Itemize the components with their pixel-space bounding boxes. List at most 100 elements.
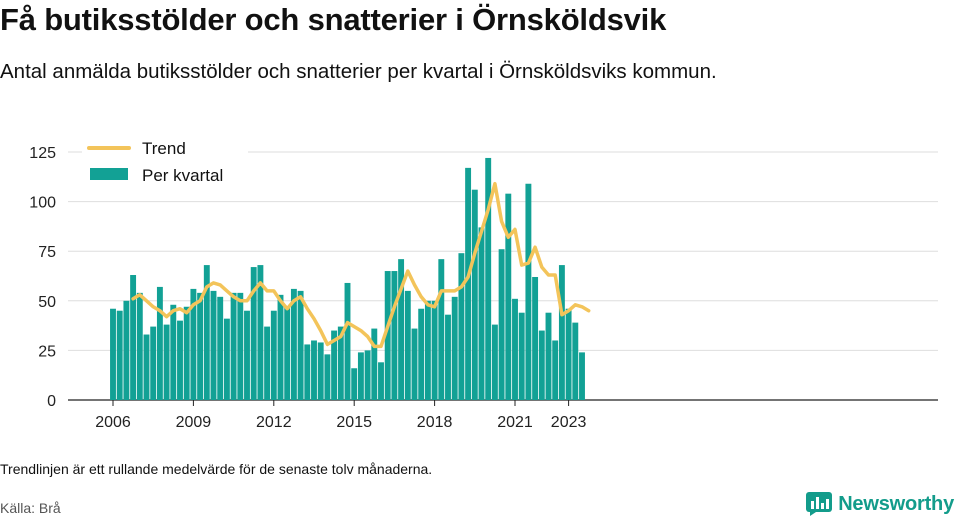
bar — [284, 306, 291, 400]
legend-bar-swatch — [90, 168, 128, 180]
source-credit: Källa: Brå — [0, 500, 61, 516]
bar-series — [110, 157, 585, 400]
bar — [545, 312, 552, 400]
legend-background — [82, 134, 248, 192]
bar — [465, 167, 472, 400]
bar — [538, 330, 545, 400]
bar — [130, 275, 137, 400]
x-tick-label: 2023 — [551, 414, 587, 431]
legend: Trend Per kvartal — [82, 134, 248, 192]
bar — [223, 318, 230, 400]
bar — [317, 342, 324, 400]
bar — [491, 324, 498, 400]
bar — [163, 324, 170, 400]
footnote: Trendlinjen är ett rullande medelvärde f… — [0, 461, 433, 477]
bar — [136, 292, 143, 400]
bar — [190, 288, 197, 400]
bar — [565, 308, 572, 400]
bar — [364, 350, 371, 400]
trend-line — [131, 181, 591, 349]
bar — [404, 290, 411, 400]
bar — [237, 292, 244, 400]
y-tick-label: 0 — [47, 393, 56, 410]
bar — [518, 312, 525, 400]
bar — [344, 282, 351, 400]
y-tick-label: 125 — [29, 145, 56, 162]
bar — [123, 300, 130, 400]
bar — [357, 352, 364, 400]
bar — [512, 298, 518, 400]
x-tick-label: 2021 — [497, 414, 533, 431]
bar — [371, 328, 378, 400]
bar — [485, 157, 492, 400]
bar — [156, 286, 163, 400]
bar — [270, 310, 277, 400]
bar — [264, 326, 271, 400]
x-tick-label: 2009 — [176, 414, 212, 431]
bar — [290, 288, 297, 400]
legend-trend-label: Trend — [142, 139, 186, 158]
x-tick-label: 2015 — [336, 414, 372, 431]
y-tick-label: 100 — [29, 195, 56, 212]
bar — [579, 352, 585, 400]
bar — [384, 271, 391, 400]
y-tick-label: 75 — [38, 244, 56, 261]
bar — [431, 300, 438, 400]
bar — [177, 320, 183, 400]
bar — [505, 193, 512, 400]
bar — [498, 249, 505, 400]
bar — [197, 292, 204, 400]
bar — [311, 340, 317, 400]
bar — [411, 328, 418, 400]
bar — [143, 334, 150, 400]
bar — [110, 308, 116, 400]
bar — [257, 265, 264, 400]
bar — [250, 267, 257, 400]
bar — [150, 326, 157, 400]
x-axis: 2006 2009 2012 2015 2018 2021 2023 — [95, 400, 586, 431]
bar — [398, 259, 405, 400]
bar — [552, 340, 559, 400]
bar — [478, 227, 485, 400]
bar — [304, 344, 311, 400]
bar — [445, 314, 451, 400]
bar — [471, 189, 478, 400]
bar — [451, 296, 458, 400]
bar — [572, 322, 579, 400]
bar — [532, 276, 539, 400]
bar — [391, 271, 398, 400]
bar-chart-icon — [806, 492, 833, 516]
bar — [424, 300, 431, 400]
bar — [525, 183, 532, 400]
bar — [183, 306, 190, 400]
chart-subtitle: Antal anmälda butiksstölder och snatteri… — [0, 60, 717, 83]
bar — [378, 362, 384, 400]
bar — [230, 292, 237, 400]
bar — [351, 368, 358, 400]
bar — [337, 326, 344, 400]
bar — [324, 354, 331, 400]
bar — [297, 290, 304, 400]
bar — [438, 259, 445, 400]
bar — [558, 265, 565, 400]
y-tick-label: 25 — [38, 343, 56, 360]
brand-logo[interactable]: Newsworthy — [806, 488, 954, 520]
bar — [217, 296, 224, 400]
brand-name: Newsworthy — [838, 492, 954, 515]
x-tick-label: 2012 — [256, 414, 292, 431]
bar — [203, 265, 210, 400]
bar — [458, 253, 465, 400]
bar — [418, 308, 425, 400]
x-tick-label: 2006 — [95, 414, 131, 431]
legend-bar-label: Per kvartal — [142, 166, 223, 185]
bar — [277, 294, 284, 400]
y-tick-label: 50 — [38, 294, 56, 311]
chart-title: Få butiksstölder och snatterier i Örnskö… — [0, 2, 667, 37]
bar — [331, 330, 338, 400]
bar — [116, 310, 123, 400]
y-axis: 0 25 50 75 100 125 — [29, 145, 56, 410]
bar — [170, 304, 177, 400]
x-tick-label: 2018 — [417, 414, 453, 431]
trend-series — [131, 181, 591, 349]
